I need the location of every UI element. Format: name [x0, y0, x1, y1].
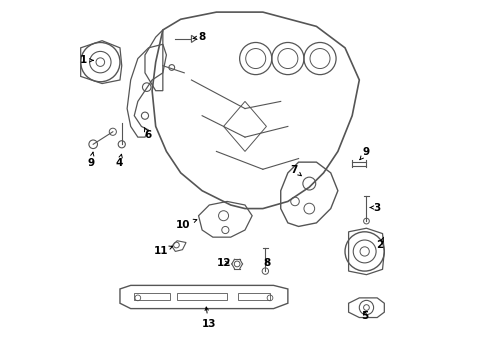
- Text: 8: 8: [193, 32, 206, 42]
- Text: 3: 3: [370, 203, 381, 212]
- Text: 1: 1: [80, 55, 93, 65]
- Text: 11: 11: [154, 246, 172, 256]
- Text: 9: 9: [87, 152, 94, 168]
- Text: 8: 8: [264, 258, 271, 268]
- Text: 13: 13: [201, 307, 216, 329]
- Text: 10: 10: [176, 219, 197, 230]
- Text: 2: 2: [376, 237, 384, 250]
- Text: 5: 5: [362, 311, 368, 321]
- Text: 7: 7: [291, 165, 301, 176]
- Text: 12: 12: [217, 258, 232, 268]
- Text: 9: 9: [360, 147, 370, 160]
- Text: 6: 6: [144, 127, 151, 140]
- Text: 4: 4: [116, 154, 123, 168]
